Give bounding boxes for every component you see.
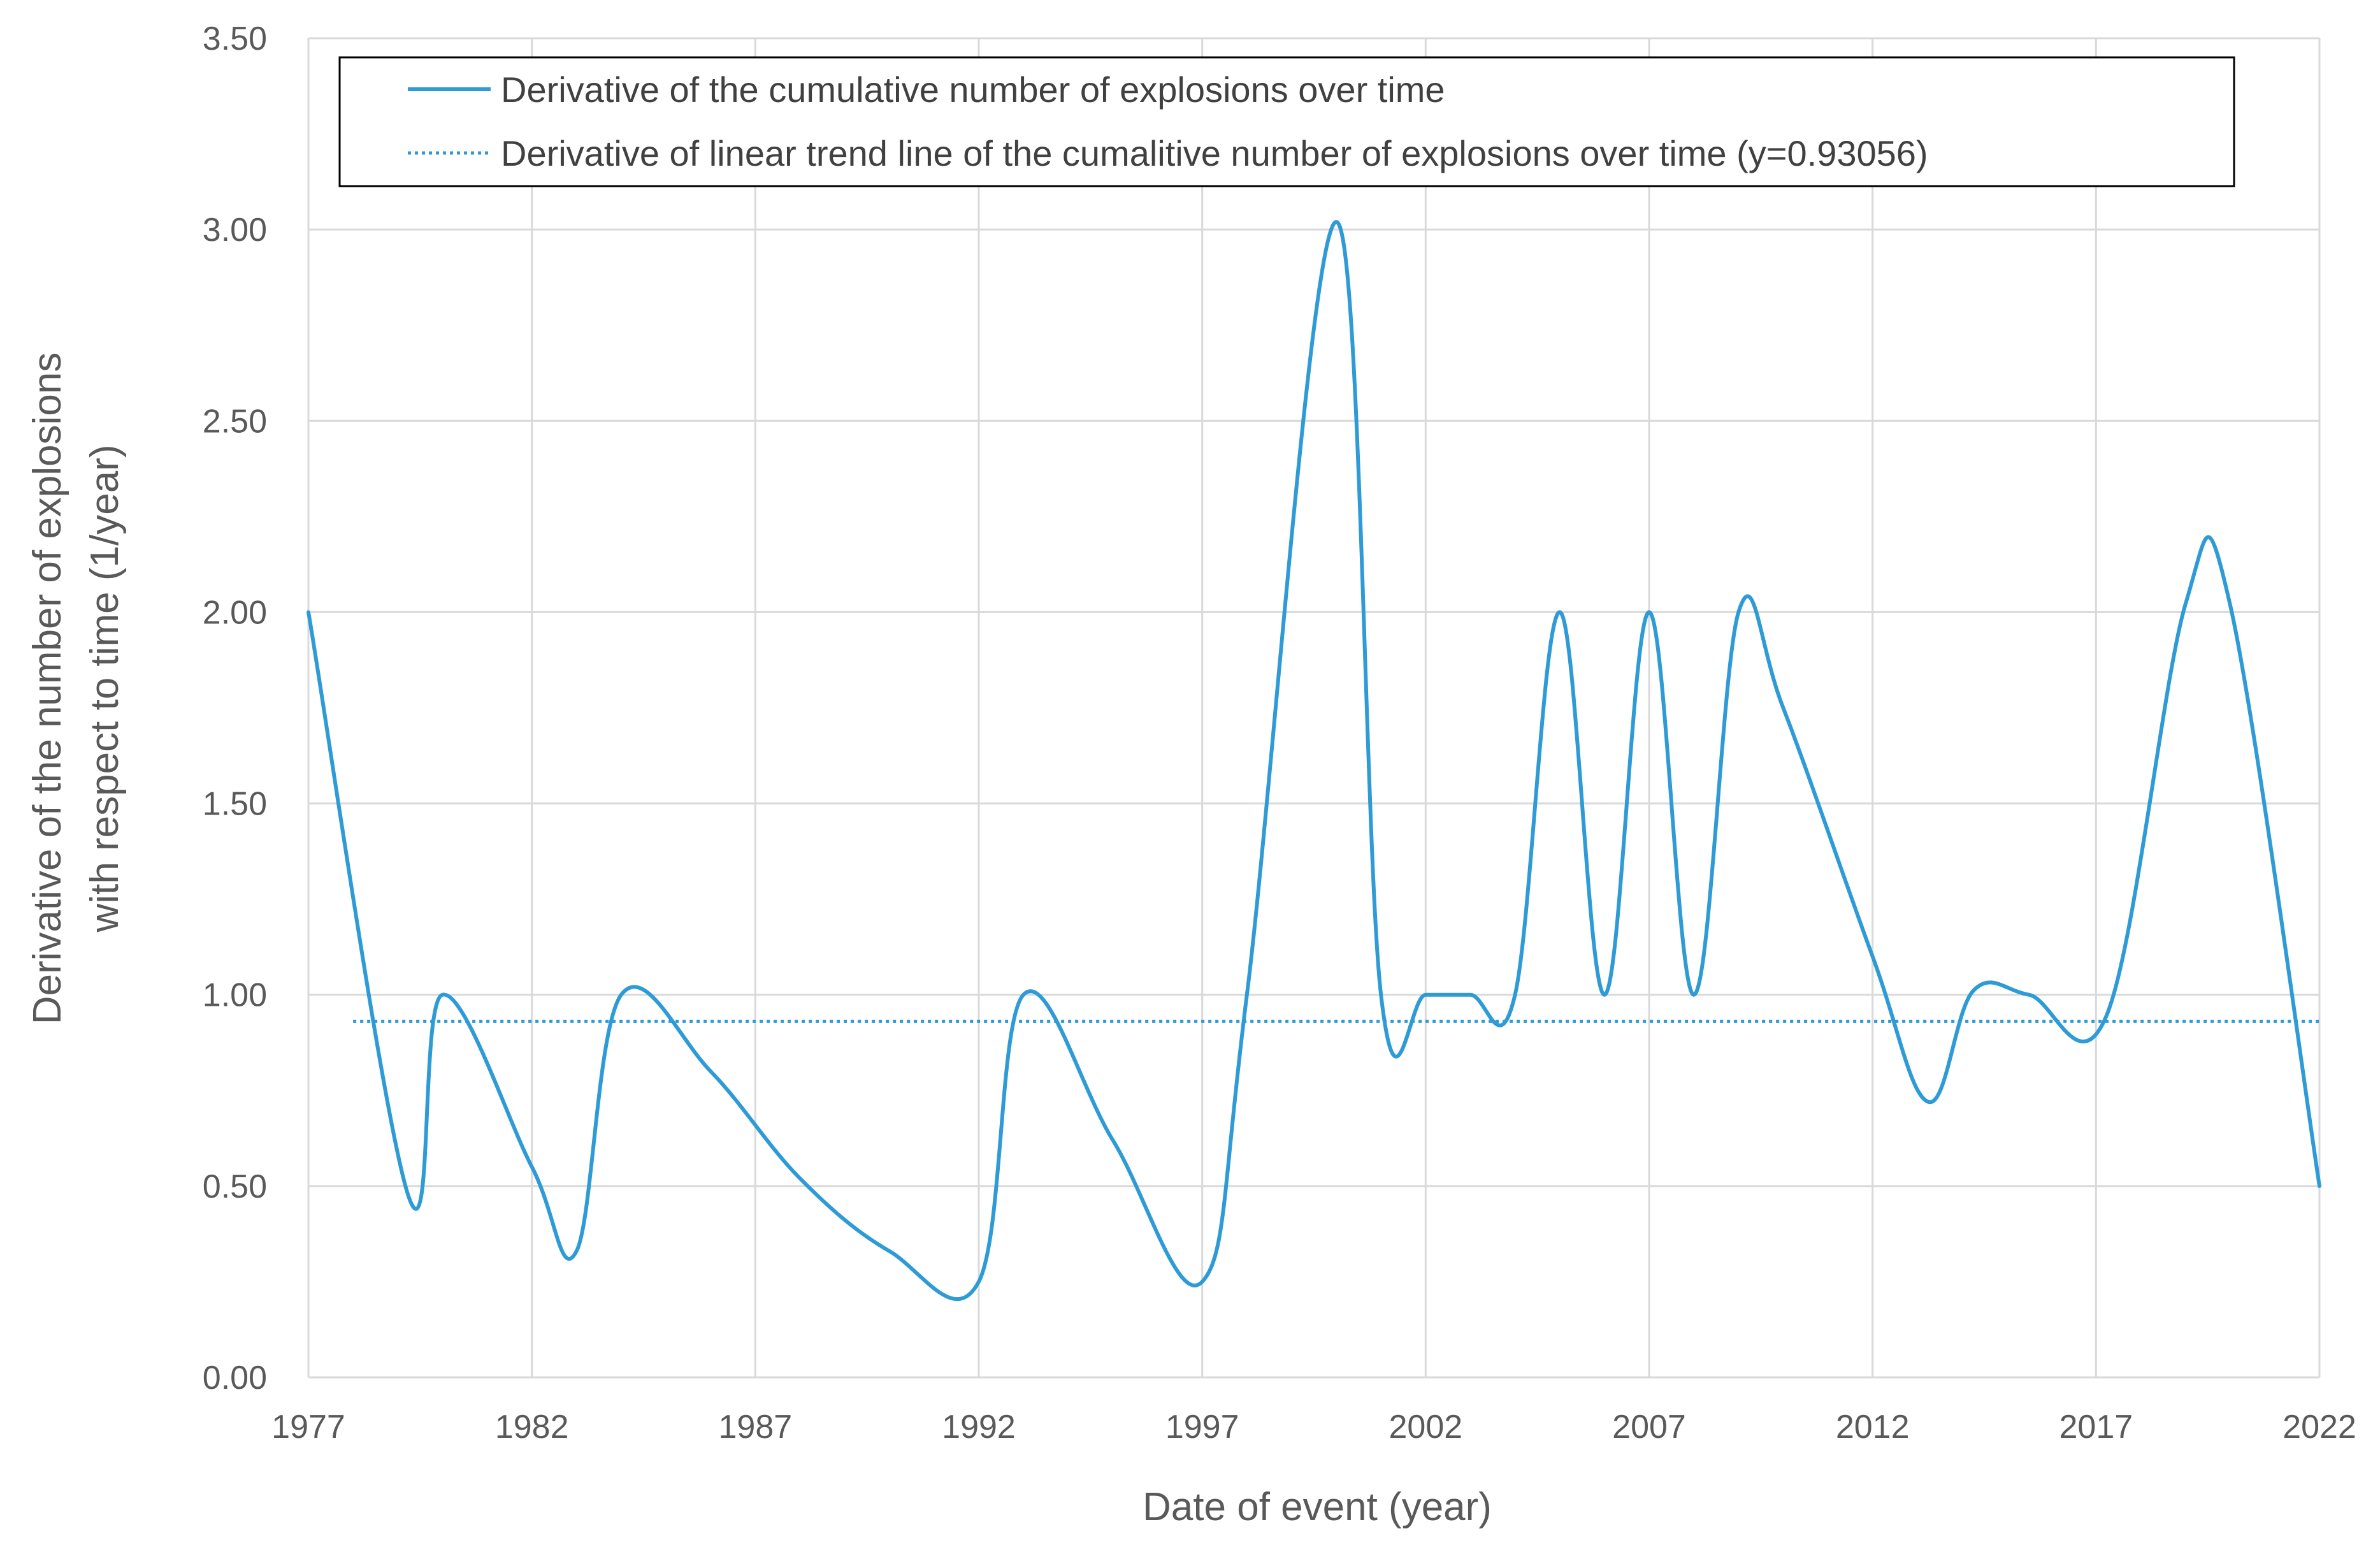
series-layer xyxy=(307,220,2321,1302)
horizontal-gridlines xyxy=(308,37,2319,1379)
y-tick-label: 0.50 xyxy=(203,1168,267,1205)
x-tick-label: 2017 xyxy=(2059,1409,2133,1446)
legend-label-trend: Derivative of linear trend line of the c… xyxy=(501,133,1928,173)
y-axis-title-line1: Derivative of the number of explosions xyxy=(25,352,69,1025)
x-tick-label: 1987 xyxy=(718,1409,792,1446)
y-tick-label: 1.50 xyxy=(203,786,267,823)
x-axis-tick-labels: 1977 1982 1987 1992 1997 2002 2007 2012 2017 2022 xyxy=(271,1409,2356,1446)
y-tick-label: 3.00 xyxy=(203,212,267,249)
y-tick-label: 2.00 xyxy=(203,594,267,631)
y-axis-title-line2: with respect to time (1/year) xyxy=(83,445,127,933)
x-tick-label: 2002 xyxy=(1388,1409,1462,1446)
x-tick-label: 1982 xyxy=(495,1409,569,1446)
y-tick-label: 1.00 xyxy=(203,977,267,1014)
y-tick-label: 3.50 xyxy=(203,20,267,57)
x-tick-label: 1977 xyxy=(271,1409,345,1446)
vertical-gridlines xyxy=(307,38,2321,1377)
x-axis-title: Date of event (year) xyxy=(1143,1485,1492,1529)
x-tick-label: 2007 xyxy=(1612,1409,1686,1446)
y-tick-label: 2.50 xyxy=(203,403,267,440)
legend-label-derivative: Derivative of the cumulative number of e… xyxy=(501,69,1445,110)
y-axis-tick-labels: 0.00 0.50 1.00 1.50 2.00 2.50 3.00 3.50 xyxy=(203,20,267,1396)
x-tick-label: 1992 xyxy=(942,1409,1016,1446)
derivative-series-line xyxy=(307,220,2321,1302)
legend: Derivative of the cumulative number of e… xyxy=(338,56,2235,187)
x-tick-label: 2012 xyxy=(1836,1409,1910,1446)
x-tick-label: 1997 xyxy=(1165,1409,1239,1446)
legend-box xyxy=(338,56,2235,187)
y-tick-label: 0.00 xyxy=(203,1360,267,1396)
x-tick-label: 2022 xyxy=(2283,1409,2356,1446)
